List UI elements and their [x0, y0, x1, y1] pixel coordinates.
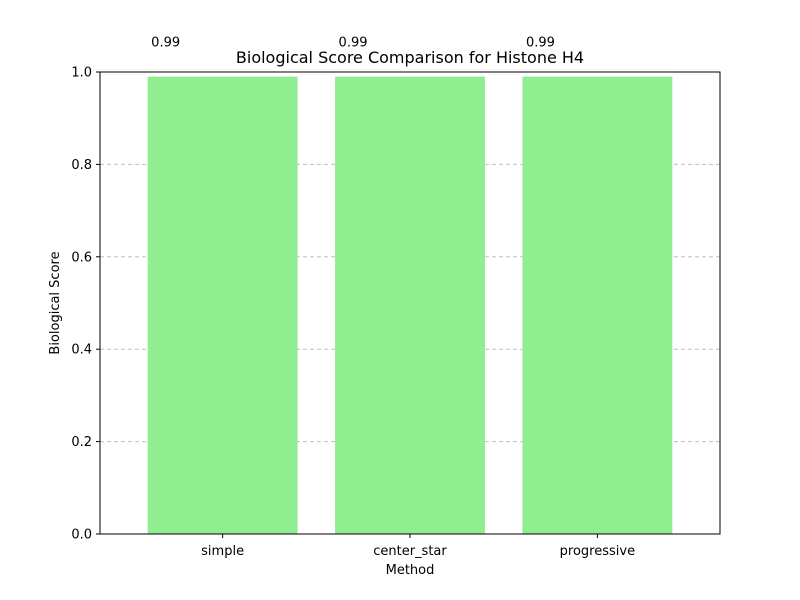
bar-simple [147, 76, 298, 535]
bar-value-label: 0.99 [526, 36, 555, 51]
y-tick-label: 0.8 [71, 158, 92, 173]
bars [147, 76, 673, 535]
x-axis-ticks: simple center_star progressive [201, 534, 635, 559]
y-tick-label: 0.0 [71, 528, 92, 543]
y-tick-label: 0.6 [71, 250, 92, 265]
bar-center_star [335, 76, 485, 535]
y-tick-label: 0.2 [71, 435, 92, 450]
bar-value-label: 0.99 [339, 36, 368, 51]
x-tick-label: center_star [373, 544, 447, 559]
x-axis-label: Method [386, 563, 435, 578]
y-axis-label: Biological Score [48, 251, 63, 354]
y-axis-ticks: 0.0 0.2 0.4 0.6 0.8 1.0 [71, 66, 100, 543]
x-tick-label: progressive [560, 544, 635, 559]
bar-value-label: 0.99 [151, 36, 180, 51]
y-tick-label: 0.4 [71, 343, 92, 358]
bar-value-labels: 0.99 0.99 0.99 [151, 36, 555, 51]
chart-title: Biological Score Comparison for Histone … [236, 48, 584, 67]
y-tick-label: 1.0 [71, 66, 92, 81]
x-tick-label: simple [201, 544, 244, 559]
bar-progressive [522, 76, 673, 535]
